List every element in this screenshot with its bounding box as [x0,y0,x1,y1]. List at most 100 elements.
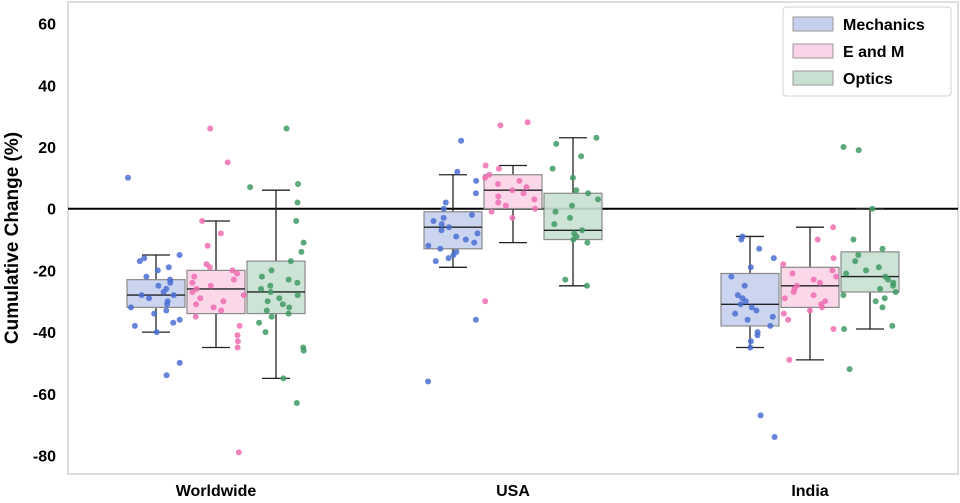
data-point-optics [280,375,287,382]
data-point-e-and-m [234,332,241,339]
data-point-mechanics [176,359,183,366]
data-point-e-and-m [224,159,231,166]
data-point-e-and-m [234,338,241,345]
data-point-optics [287,258,294,265]
data-point-optics [553,140,560,147]
data-point-optics [869,205,876,212]
data-point-mechanics [747,264,754,271]
box-layer [126,137,900,380]
data-point-e-and-m [785,316,792,323]
x-tick-label-india: India [791,483,828,500]
data-point-optics [262,329,269,336]
data-point-optics [267,289,274,295]
data-point-e-and-m [780,261,787,268]
box-mechanics-india [720,235,780,349]
data-point-e-and-m [192,313,199,320]
data-point-optics [578,153,585,160]
data-point-mechanics [462,236,469,243]
data-point-optics [293,400,300,406]
data-point-optics [268,313,275,320]
data-point-optics [879,304,886,311]
data-point-e-and-m [516,177,523,184]
data-point-mechanics [445,255,452,262]
data-point-e-and-m [235,449,242,456]
data-point-mechanics [744,316,751,323]
data-point-mechanics [128,304,134,311]
data-point-e-and-m [217,230,224,237]
data-point-mechanics [167,279,174,286]
data-point-mechanics [163,307,170,314]
data-point-optics [258,273,265,280]
data-point-optics [285,276,292,283]
data-point-e-and-m [193,301,200,308]
data-point-mechanics [753,307,760,314]
data-point-mechanics [437,245,444,252]
y-tick-label: 20 [38,140,56,157]
data-point-mechanics [446,224,452,231]
data-point-optics [294,292,301,299]
data-point-mechanics [474,230,481,237]
data-point-mechanics [450,252,457,258]
data-point-mechanics [734,292,741,299]
data-point-mechanics [747,344,754,351]
data-point-e-and-m [199,218,206,224]
data-point-mechanics [143,273,150,280]
data-point-optics [267,282,274,289]
data-point-optics [551,221,558,228]
data-point-optics [256,319,263,326]
data-point-e-and-m [220,298,227,305]
data-point-mechanics [770,255,777,262]
data-point-e-and-m [817,279,823,286]
data-point-mechanics [732,310,739,317]
y-tick-label: 40 [38,78,56,95]
data-point-e-and-m [229,267,236,274]
data-point-e-and-m [495,199,502,206]
legend: Mechanics E and M Optics [782,6,952,97]
data-point-mechanics [141,255,148,262]
data-point-e-and-m [240,292,247,299]
data-point-e-and-m [786,356,793,363]
data-point-optics [268,267,275,274]
data-point-mechanics [425,242,432,249]
data-point-optics [569,202,575,209]
data-point-optics [276,295,283,302]
data-point-e-and-m [486,171,493,178]
data-point-e-and-m [789,270,796,277]
data-point-optics [570,236,577,243]
data-point-optics [843,270,850,277]
data-point-e-and-m [524,119,531,126]
data-point-e-and-m [814,236,821,243]
box-optics-worldwide [246,189,306,380]
data-point-e-and-m [189,289,196,295]
data-point-e-and-m [806,307,813,314]
data-point-mechanics [738,236,745,243]
data-point-mechanics [438,227,445,234]
data-point-optics [247,184,254,191]
data-point-e-and-m [488,208,495,215]
data-point-optics [300,239,307,246]
data-point-mechanics [170,319,177,326]
data-point-optics [595,196,601,203]
data-point-e-and-m [230,276,237,283]
data-point-e-and-m [830,224,837,231]
data-point-mechanics [468,211,475,218]
interquartile-box [840,251,900,293]
data-point-e-and-m [218,307,225,314]
data-point-mechanics [154,267,161,274]
data-point-mechanics [425,378,432,385]
data-point-optics [584,239,591,246]
data-point-optics [295,181,301,187]
data-point-e-and-m [790,289,797,295]
data-point-mechanics [160,289,167,295]
data-point-e-and-m [819,304,825,311]
data-point-optics [885,276,892,283]
legend-swatch-e-and-m [792,43,834,59]
data-point-mechanics [769,313,776,320]
data-point-optics [892,289,899,295]
data-point-e-and-m [532,205,539,212]
data-point-e-and-m [810,292,817,299]
data-point-mechanics [438,221,445,228]
data-point-mechanics [440,214,447,221]
y-axis: 60 40 20 0 -20 -40 -60 -80 [33,17,56,466]
data-point-mechanics [442,199,449,206]
